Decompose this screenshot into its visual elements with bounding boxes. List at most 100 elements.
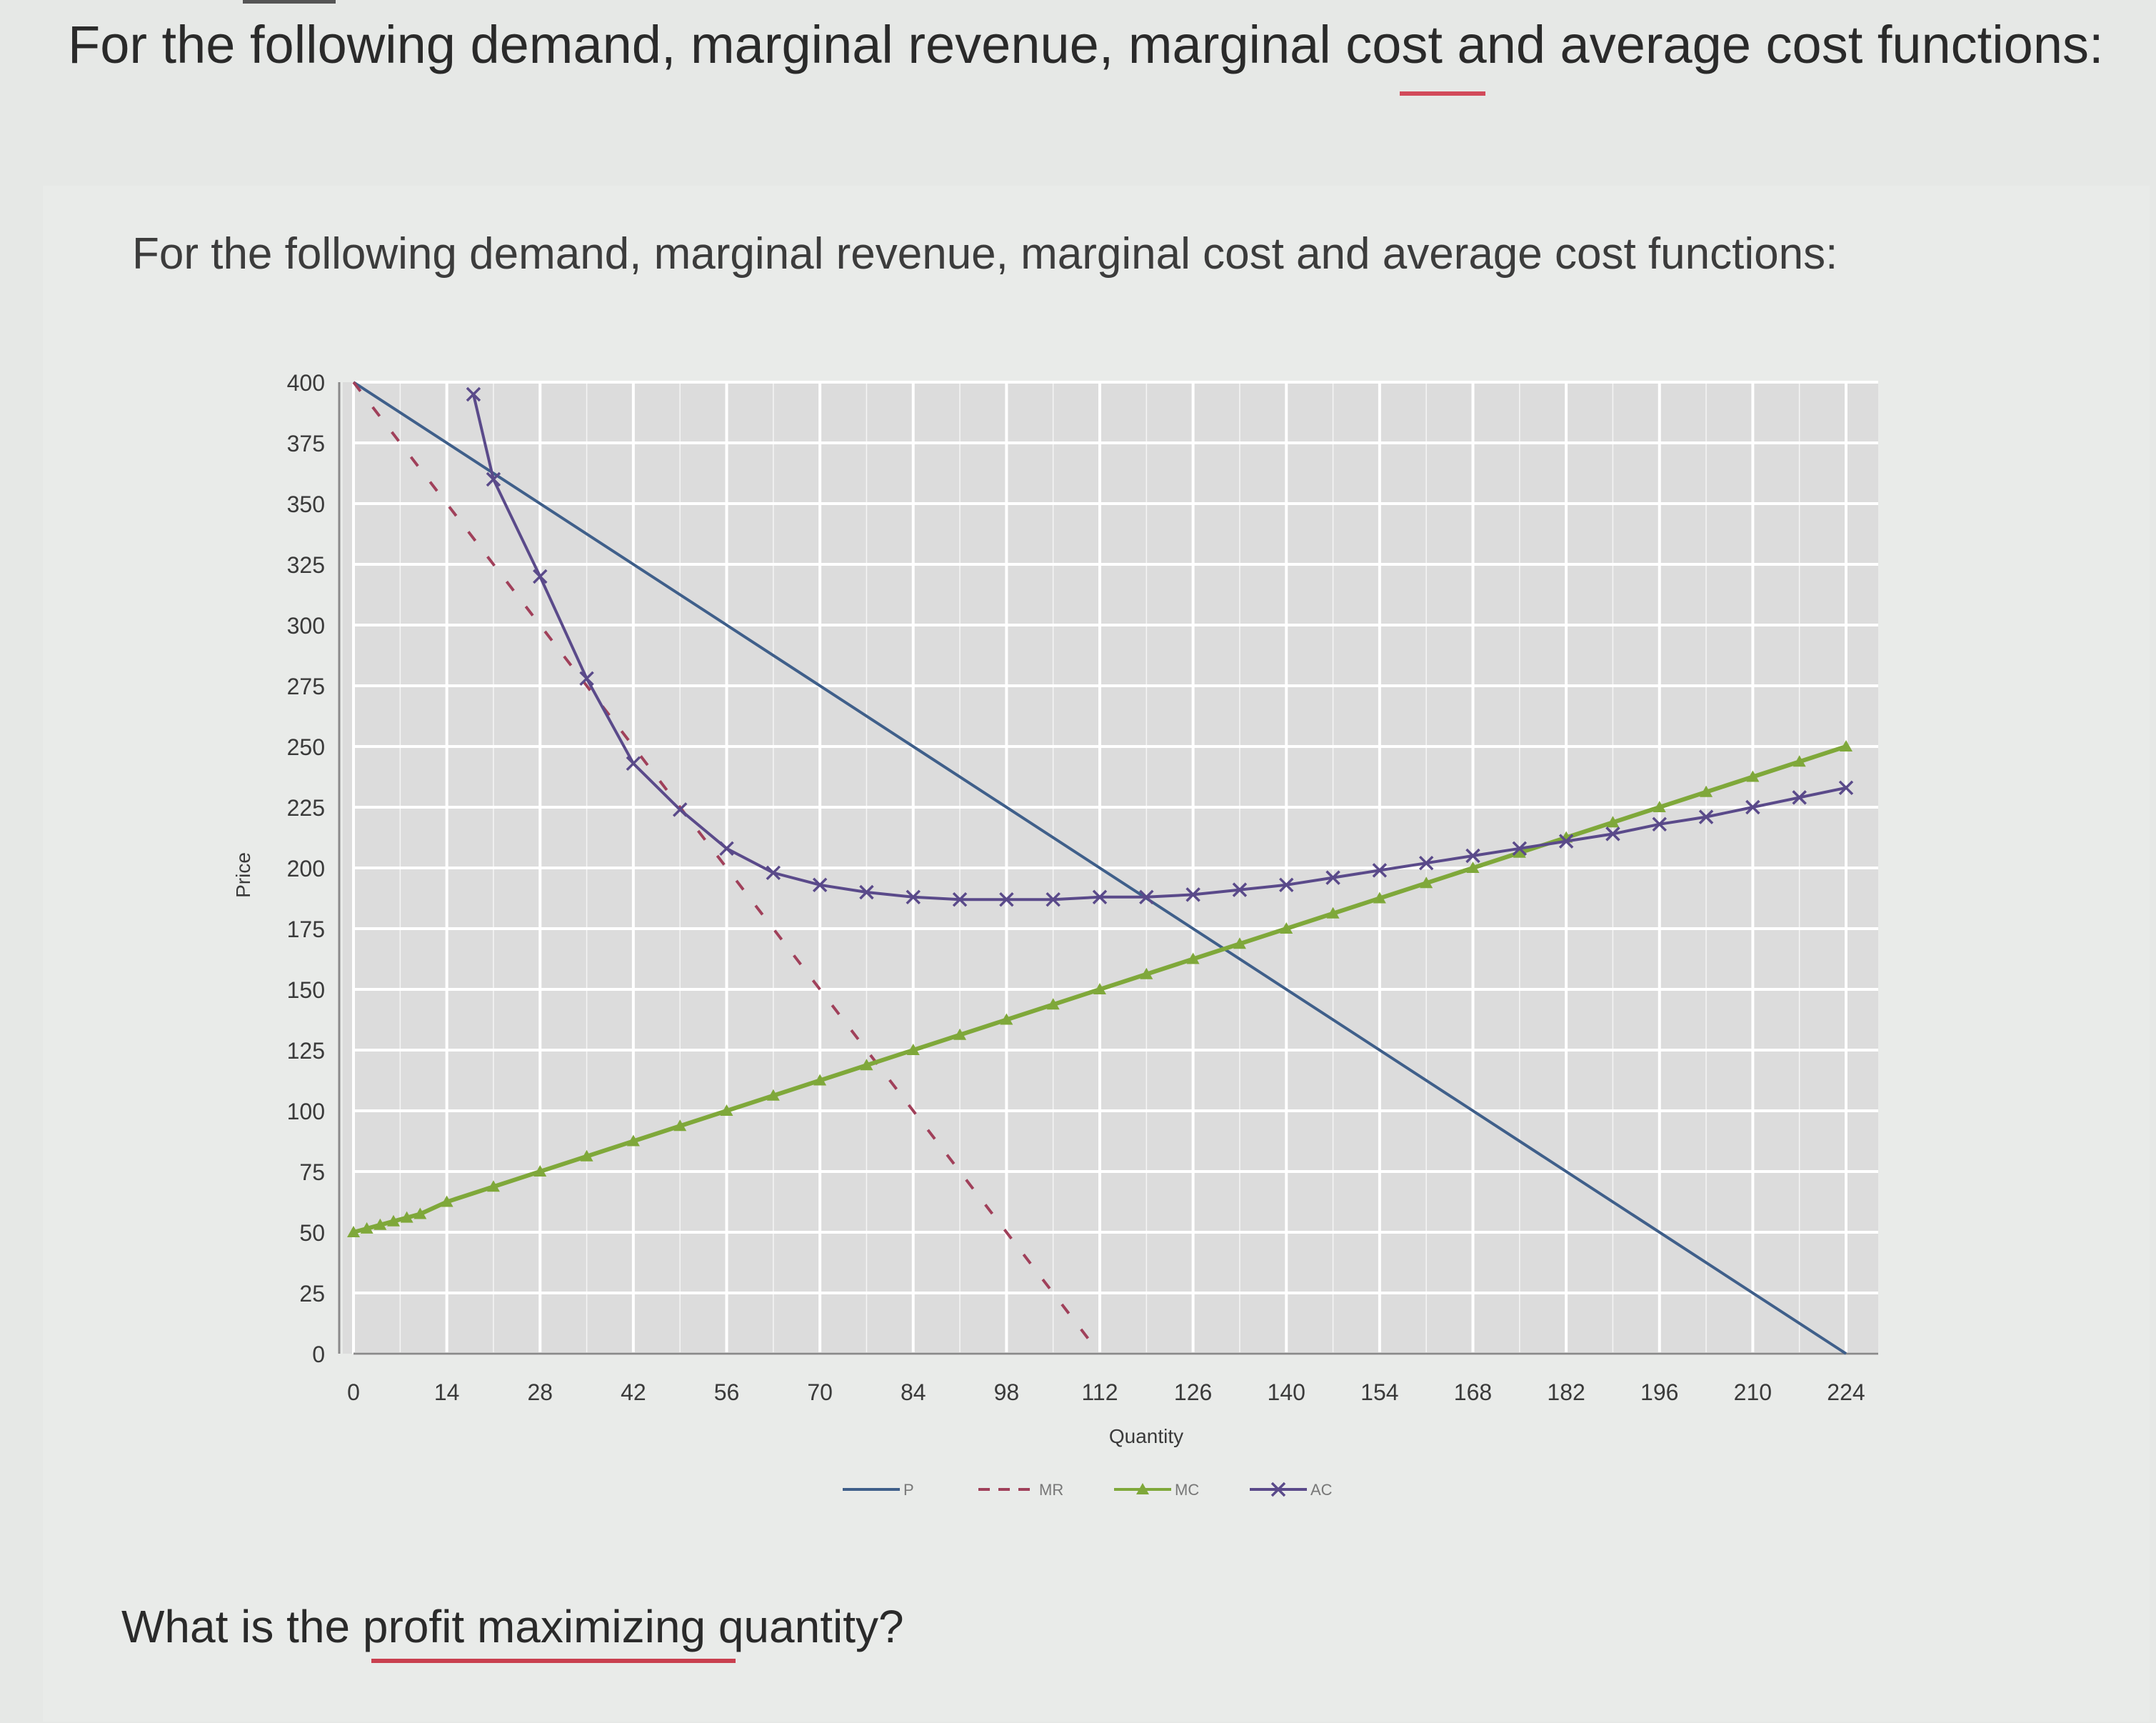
legend-item-mr: MR [978, 1481, 1063, 1499]
ac-point-marker [999, 892, 1014, 907]
x-tick-label: 98 [994, 1379, 1020, 1405]
legend-item-mc: MC [1114, 1481, 1199, 1499]
spellcheck-underline-question [371, 1659, 736, 1663]
x-tick-label: 210 [1734, 1379, 1772, 1405]
x-tick-label: 112 [1081, 1379, 1118, 1405]
y-tick-label: 225 [287, 795, 325, 821]
ac-point-marker [1792, 790, 1807, 805]
ac-point-marker [1279, 877, 1294, 893]
legend: P MR MC AC [843, 1481, 1333, 1499]
legend-label: MC [1175, 1481, 1199, 1499]
ac-point-marker [1139, 889, 1154, 905]
ac-point-marker [906, 889, 921, 905]
ac-point-marker [466, 386, 481, 402]
mc-point-marker [1840, 740, 1852, 751]
ac-point-marker [1185, 887, 1200, 902]
ac-point-marker [1232, 882, 1248, 897]
ac-point-marker [859, 884, 874, 900]
mc-point-marker [1420, 877, 1433, 889]
series-group [347, 381, 1854, 1355]
y-tick-label: 75 [299, 1159, 325, 1185]
mc-point-marker [360, 1222, 373, 1234]
mc-point-marker [1140, 967, 1153, 979]
series-p [352, 381, 1847, 1355]
mc-point-marker [1186, 952, 1200, 964]
mc-point-marker [1093, 983, 1106, 994]
x-tick-label: 70 [807, 1379, 833, 1405]
axes [338, 382, 1878, 1355]
tick-labels: 0 14 28 42 56 70 84 98 112 126 140 154 168 182 196 210 2… [287, 370, 1865, 1405]
y-tick-label: 200 [287, 856, 325, 882]
y-tick-label: 300 [287, 613, 325, 639]
spellcheck-underline [1400, 91, 1485, 96]
mc-point-marker [813, 1074, 827, 1086]
mc-point-marker [1326, 907, 1340, 919]
ac-point-marker [719, 841, 734, 856]
x-tick-label: 140 [1268, 1379, 1305, 1405]
ac-point-marker [1325, 870, 1340, 885]
legend-label: P [903, 1481, 914, 1499]
mc-point-marker [1606, 816, 1620, 828]
page-heading: For the following demand, marginal reven… [68, 15, 2104, 74]
y-tick-label: 50 [299, 1220, 325, 1246]
mc-point-marker [1513, 846, 1526, 858]
y-tick-label: 350 [287, 491, 325, 517]
ac-point-marker [1418, 855, 1434, 871]
top-edge-mark [243, 0, 336, 4]
x-tick-label: 84 [901, 1379, 926, 1405]
ac-point-marker [812, 877, 828, 893]
x-tick-label: 126 [1174, 1379, 1212, 1405]
x-tick-label: 42 [621, 1379, 646, 1405]
x-axis-title: Quantity [1109, 1425, 1183, 1447]
mc-point-marker [386, 1214, 400, 1227]
mc-point-marker [860, 1059, 873, 1071]
ac-point-marker [1652, 816, 1667, 832]
ac-point-marker [1838, 780, 1854, 796]
mc-point-marker [1280, 922, 1293, 934]
ac-point-marker [1698, 809, 1714, 824]
legend-item-p: P [843, 1481, 914, 1499]
y-tick-label: 375 [287, 431, 325, 456]
x-tick-label: 0 [347, 1379, 360, 1405]
series-mc [347, 740, 1852, 1237]
grid-lines [352, 381, 1878, 1355]
ac-point-marker [1270, 1482, 1286, 1497]
ac-point-marker [672, 802, 688, 817]
mc-point-marker [486, 1180, 500, 1192]
chart-heading: For the following demand, marginal reven… [132, 229, 1838, 279]
legend-item-ac: AC [1250, 1481, 1333, 1499]
ac-point-marker [1046, 892, 1061, 907]
mc-point-marker [1653, 801, 1666, 812]
y-tick-label: 125 [287, 1038, 325, 1064]
mc-point-marker [373, 1218, 387, 1230]
y-tick-label: 250 [287, 734, 325, 760]
ac-point-marker [766, 865, 781, 881]
mc-point-marker [1136, 1483, 1149, 1494]
ac-point-marker [626, 756, 641, 771]
x-tick-label: 28 [527, 1379, 553, 1405]
y-tick-label: 150 [287, 977, 325, 1003]
mc-point-marker [1046, 998, 1060, 1010]
y-tick-label: 0 [312, 1342, 325, 1367]
ac-point-marker [1512, 841, 1528, 856]
mc-point-marker [1700, 785, 1713, 797]
ac-point-marker [1372, 863, 1388, 878]
x-tick-label: 224 [1827, 1379, 1865, 1405]
series-ac [466, 386, 1854, 907]
mc-point-marker [400, 1211, 413, 1223]
mc-point-marker [533, 1165, 547, 1177]
y-axis-title: Price [232, 852, 254, 898]
mc-point-marker [1233, 937, 1246, 949]
y-tick-label: 25 [299, 1281, 325, 1307]
mc-point-marker [440, 1195, 453, 1207]
y-tick-label: 325 [287, 552, 325, 578]
series-line-p [352, 381, 1847, 1355]
x-tick-label: 168 [1454, 1379, 1492, 1405]
x-tick-label: 14 [434, 1379, 460, 1405]
x-tick-label: 56 [714, 1379, 740, 1405]
ac-point-marker [1558, 834, 1574, 849]
x-tick-label: 154 [1360, 1379, 1398, 1405]
ac-point-marker [533, 569, 548, 584]
y-tick-label: 275 [287, 674, 325, 699]
